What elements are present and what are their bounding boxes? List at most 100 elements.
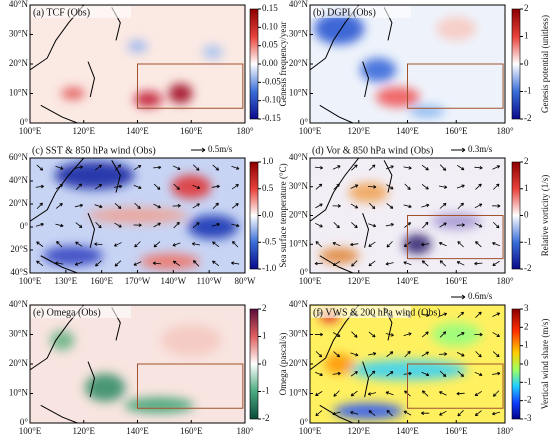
map-panel: (a) TCF (Obs) 100°E 120°E 140°E 160°E 180° 40°… xyxy=(9,0,288,136)
wind-arrow xyxy=(36,164,44,171)
x-tick-label: 170°W xyxy=(125,276,151,286)
shade-blob xyxy=(161,324,222,357)
wind-arrow xyxy=(55,223,64,228)
shade-blob xyxy=(333,403,404,420)
shade-blob xyxy=(43,245,103,266)
colorbar-tick-label: 1 xyxy=(524,183,529,193)
wind-arrow xyxy=(333,183,340,190)
map-panel: (b) DGPI (Obs) 100°E 120°E 140°E 160°E 180° 40… xyxy=(289,0,550,136)
wind-arrow xyxy=(386,351,394,357)
x-tick-label: 100°E xyxy=(299,426,322,436)
wind-arrow xyxy=(212,202,219,210)
wind-arrow xyxy=(368,260,376,267)
shade-blob xyxy=(127,40,148,53)
y-tick-label: 20°N xyxy=(9,58,29,68)
map-field xyxy=(30,5,245,123)
wind-arrow xyxy=(55,165,64,170)
colorbar-label: Genesis frequency/year xyxy=(278,22,288,107)
wind-arrow xyxy=(212,241,220,247)
wind-arrow xyxy=(55,261,64,265)
colorbar-tick-label: 0.15 xyxy=(262,3,278,13)
y-tick-label: 20°N xyxy=(9,198,29,208)
colorbar-tick-label: 0.10 xyxy=(262,21,278,31)
region-box xyxy=(407,63,504,109)
wind-arrow xyxy=(368,185,377,189)
wind-arrow xyxy=(475,351,482,358)
wind-arrow xyxy=(152,261,162,266)
wind-arrow xyxy=(332,411,341,416)
panel-title: (f) VWS & 200 hPa wind (Obs) xyxy=(313,307,441,318)
wind-arrow xyxy=(315,222,323,228)
wind-arrow xyxy=(75,222,83,228)
shade-blob xyxy=(431,322,482,347)
colorbar-tick-label: 3 xyxy=(524,303,529,313)
wind-arrow xyxy=(474,222,483,228)
y-tick-label: 40°S xyxy=(10,267,28,277)
map-panel: (e) Omega (Obs) 100°E 120°E 140°E 160°E 180° 4… xyxy=(9,299,288,436)
y-tick-label: 0° xyxy=(300,417,309,427)
reference-arrow xyxy=(191,147,206,153)
y-tick-label: 0° xyxy=(300,267,309,277)
wind-arrow xyxy=(172,204,181,208)
y-tick-label: 20°S xyxy=(10,244,28,254)
wind-arrow xyxy=(332,204,341,208)
colorbar-tick-label: -2 xyxy=(524,395,532,405)
wind-arrow xyxy=(368,410,376,417)
y-tick-label: 0° xyxy=(300,117,309,127)
title-bg xyxy=(311,6,411,18)
colorbar-tick-label: 2 xyxy=(524,3,529,13)
wind-arrow xyxy=(474,391,482,397)
panel-title: (c) SST & 850 hPa wind (Obs) xyxy=(32,145,156,156)
wind-arrow xyxy=(439,331,447,338)
colorbar xyxy=(511,8,521,120)
wind-arrow xyxy=(475,241,482,248)
wind-arrow xyxy=(403,166,412,170)
wind-arrow xyxy=(332,241,341,247)
x-tick-label: 160°E xyxy=(90,276,113,286)
x-tick-label: 140°E xyxy=(396,276,419,286)
shading xyxy=(61,40,223,108)
wind-arrow xyxy=(404,183,411,190)
colorbar xyxy=(249,161,259,270)
coastline xyxy=(30,5,121,123)
wind-arrow xyxy=(403,332,412,337)
wind-arrow xyxy=(314,332,324,337)
wind-arrow xyxy=(403,204,412,209)
map-panel: (c) SST & 850 hPa wind (Obs) 0.5m/s 100°E 1… xyxy=(9,144,288,286)
wind-arrow xyxy=(492,204,501,208)
wind-arrow xyxy=(421,331,429,338)
coastline xyxy=(30,305,121,423)
wind-arrow xyxy=(368,202,376,210)
wind-arrow xyxy=(456,261,465,266)
wind-arrow xyxy=(368,164,376,171)
wind-arrow xyxy=(172,260,181,266)
y-tick-label: 0° xyxy=(20,417,29,427)
shade-blob xyxy=(360,57,397,82)
y-tick-label: 40°N xyxy=(289,299,309,309)
x-tick-label: 160°E xyxy=(445,426,468,436)
wind-arrow xyxy=(456,332,465,337)
wind-arrow xyxy=(55,203,63,209)
wind-arrow xyxy=(456,391,465,396)
wind-arrow xyxy=(474,165,483,170)
reference-arrow xyxy=(451,294,466,300)
wind-arrow xyxy=(315,203,323,209)
colorbar-label: Vertical wind share (m/s) xyxy=(540,319,550,410)
colorbar-tick-label: 2 xyxy=(524,156,529,166)
wind-arrow xyxy=(315,371,323,377)
wind-arrow xyxy=(474,203,483,209)
wind-arrow xyxy=(421,351,429,357)
x-tick-label: 140°E xyxy=(126,126,149,136)
wind-arrow xyxy=(386,241,393,248)
colorbar-tick-label: -3 xyxy=(524,413,532,423)
wind-arrow xyxy=(492,411,501,416)
colorbar-tick-label: 0.05 xyxy=(262,40,278,50)
colorbar-tick-label: 1.0 xyxy=(262,156,274,166)
shade-blob xyxy=(187,215,238,239)
x-tick-label: 160°E xyxy=(180,126,203,136)
wind-arrow xyxy=(422,221,429,229)
wind-arrow xyxy=(474,261,483,266)
wind-arrow xyxy=(231,223,240,228)
wind-arrow xyxy=(94,184,103,190)
colorbar xyxy=(249,308,259,420)
